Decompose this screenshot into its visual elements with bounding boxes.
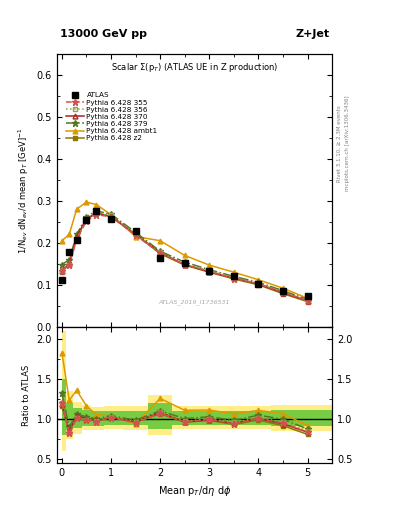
Text: ATLAS_2019_I1736531: ATLAS_2019_I1736531 [159,300,230,305]
Text: 13000 GeV pp: 13000 GeV pp [60,29,147,39]
Text: Z+Jet: Z+Jet [295,29,329,39]
Text: Rivet 3.1.10, ≥ 2.3M events: Rivet 3.1.10, ≥ 2.3M events [337,105,342,182]
Y-axis label: Ratio to ATLAS: Ratio to ATLAS [22,365,31,425]
Text: Scalar $\Sigma$(p$_T$) (ATLAS UE in Z production): Scalar $\Sigma$(p$_T$) (ATLAS UE in Z pr… [111,60,278,74]
Text: mcplots.cern.ch [arXiv:1306.3436]: mcplots.cern.ch [arXiv:1306.3436] [345,96,350,191]
Y-axis label: 1/N$_{ev}$ dN$_{ev}$/d mean p$_T$ [GeV]$^{-1}$: 1/N$_{ev}$ dN$_{ev}$/d mean p$_T$ [GeV]$… [17,127,31,253]
Legend: ATLAS, Pythia 6.428 355, Pythia 6.428 356, Pythia 6.428 370, Pythia 6.428 379, P: ATLAS, Pythia 6.428 355, Pythia 6.428 35… [63,90,160,143]
X-axis label: Mean p$_T$/d$\eta$ d$\phi$: Mean p$_T$/d$\eta$ d$\phi$ [158,484,231,498]
